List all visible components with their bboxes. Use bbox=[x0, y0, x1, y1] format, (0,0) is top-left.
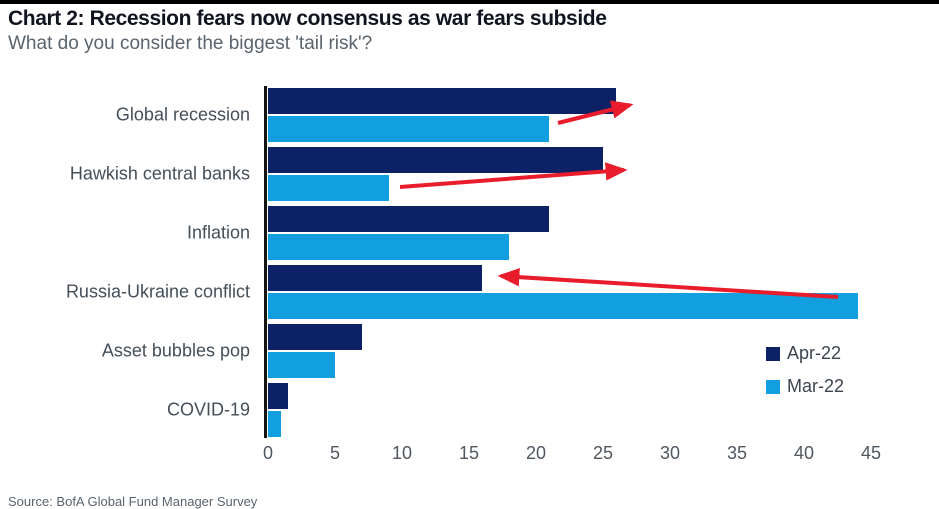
bar-apr-22-russia-ukraine-conflict bbox=[268, 265, 483, 291]
bar-mar-22-inflation bbox=[268, 234, 510, 260]
apr-22-swatch-icon bbox=[766, 346, 780, 361]
legend: Apr-22 Mar-22 bbox=[766, 343, 844, 409]
bar-mar-22-global-recession bbox=[268, 116, 550, 142]
category-label-covid-19: COVID-19 bbox=[166, 399, 250, 420]
mar-22-swatch-icon bbox=[766, 379, 780, 394]
category-label-russia-ukraine-conflict: Russia-Ukraine conflict bbox=[65, 281, 250, 302]
x-tick-40: 40 bbox=[793, 443, 815, 463]
x-tick-15: 15 bbox=[458, 443, 480, 463]
chart-subtitle: What do you consider the biggest 'tail r… bbox=[8, 33, 373, 54]
bar-apr-22-covid-19 bbox=[268, 383, 289, 409]
legend-label-mar-22: Mar-22 bbox=[787, 376, 845, 396]
y-axis-line bbox=[264, 86, 267, 438]
x-tick-25: 25 bbox=[592, 443, 614, 463]
x-tick-5: 5 bbox=[329, 443, 341, 463]
bar-mar-22-covid-19 bbox=[268, 411, 282, 437]
bar-mar-22-hawkish-central-banks bbox=[268, 175, 389, 201]
bar-apr-22-inflation bbox=[268, 206, 550, 232]
x-tick-20: 20 bbox=[525, 443, 547, 463]
legend-label-apr-22: Apr-22 bbox=[787, 343, 842, 363]
x-tick-0: 0 bbox=[262, 443, 274, 463]
bar-mar-22-russia-ukraine-conflict bbox=[268, 293, 858, 319]
legend-item-apr-22: Apr-22 bbox=[766, 343, 844, 364]
category-label-asset-bubbles-pop: Asset bubbles pop bbox=[101, 340, 250, 361]
legend-item-mar-22: Mar-22 bbox=[766, 376, 844, 397]
top-border-rule bbox=[0, 0, 939, 4]
chart-title: Chart 2: Recession fears now consensus a… bbox=[8, 7, 607, 30]
bar-apr-22-global-recession bbox=[268, 88, 617, 114]
category-label-inflation: Inflation bbox=[186, 222, 250, 243]
bar-apr-22-asset-bubbles-pop bbox=[268, 324, 362, 350]
category-label-global-recession: Global recession bbox=[115, 104, 250, 125]
x-tick-45: 45 bbox=[860, 443, 882, 463]
x-tick-10: 10 bbox=[391, 443, 413, 463]
bar-apr-22-hawkish-central-banks bbox=[268, 147, 603, 173]
x-tick-35: 35 bbox=[726, 443, 748, 463]
bar-mar-22-asset-bubbles-pop bbox=[268, 352, 335, 378]
x-tick-30: 30 bbox=[659, 443, 681, 463]
category-label-hawkish-central-banks: Hawkish central banks bbox=[69, 163, 250, 184]
